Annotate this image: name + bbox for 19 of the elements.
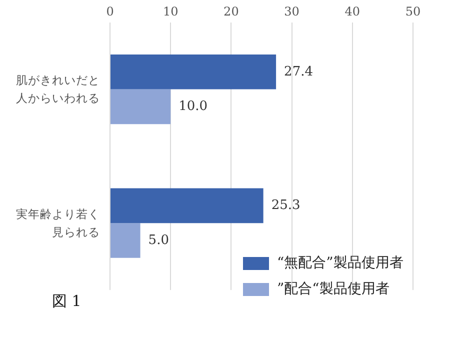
bar [110, 223, 140, 258]
x-tick-label: 10 [162, 4, 178, 18]
x-tick-label: 30 [284, 4, 300, 18]
x-tick-label: 50 [405, 4, 421, 18]
text: 25.3 [271, 198, 300, 214]
x-tick-label: 40 [344, 4, 360, 18]
bar [110, 89, 171, 124]
x-tick-label: 0 [106, 4, 114, 18]
bar [110, 188, 264, 224]
text: 5.0 [148, 232, 169, 248]
x-tick-label: 20 [224, 4, 239, 18]
legend-label: ”配合“製品使用者 [277, 280, 390, 298]
legend-label: “無配合”製品使用者 [277, 254, 404, 272]
y-tick-label: 肌がきれいだと人からいわれる [15, 72, 100, 108]
bar [110, 54, 276, 90]
y-tick-label: 実年齢より若く見られる [15, 206, 100, 242]
text: 10.0 [178, 99, 208, 114]
text: 27.4 [284, 64, 313, 80]
caption: 図 1 [52, 292, 82, 311]
